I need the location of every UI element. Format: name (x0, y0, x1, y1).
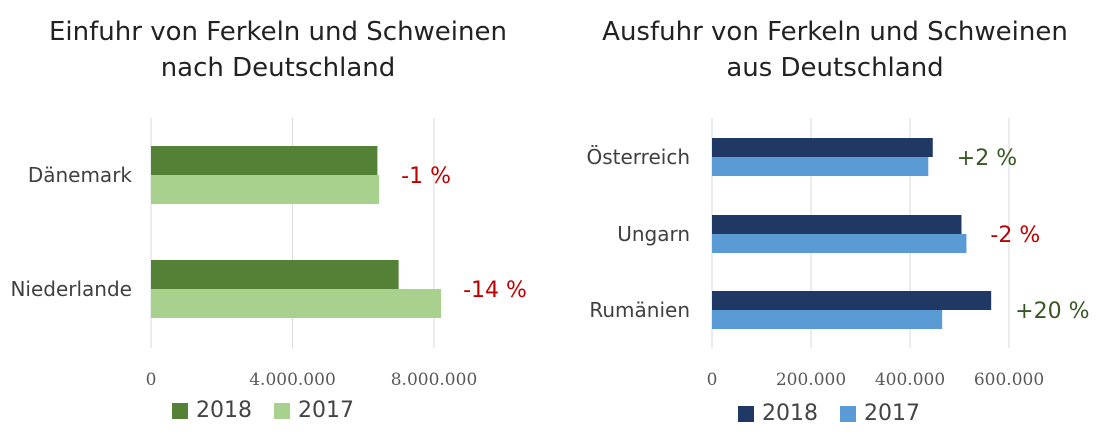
import-bar-2017 (151, 289, 442, 318)
export-chart-plot: 0 200.000 400.000 600.000 Österreich +2 % Unga… (587, 118, 1090, 390)
import-legend-label: 2017 (298, 398, 354, 423)
export-change-annotation: +20 % (1015, 299, 1089, 324)
export-bar-2018 (712, 291, 992, 310)
export-x-tick-label: 400.000 (875, 370, 945, 390)
export-category-label: Ungarn (617, 222, 690, 246)
export-x-tick-label: 200.000 (776, 370, 846, 390)
import-chart-title: Einfuhr von Ferkeln und Schweinen nach D… (0, 14, 556, 86)
import-legend-item: 2017 (274, 398, 354, 423)
export-chart-title: Ausfuhr von Ferkeln und Schweinen aus De… (557, 14, 1113, 86)
import-chart-legend: 2018 2017 (172, 398, 376, 423)
import-category-label: Niederlande (10, 277, 132, 301)
import-change-annotation: -14 % (463, 278, 527, 303)
import-chart-plot: 0 4.000.000 8.000.000 Dänemark -1 % Niederlan… (10, 118, 527, 390)
export-legend-label: 2018 (762, 401, 818, 426)
import-legend-label: 2018 (196, 398, 252, 423)
import-chart: Einfuhr von Ferkeln und Schweinen nach D… (0, 0, 556, 444)
import-chart-title-line-2: nach Deutschland (160, 53, 396, 83)
export-legend-item: 2017 (840, 401, 920, 426)
import-change-annotation: -1 % (401, 164, 451, 189)
export-legend-swatch (840, 405, 856, 422)
export-change-annotation: -2 % (990, 223, 1040, 248)
export-chart-legend: 2018 2017 (738, 401, 942, 426)
export-chart-title-line-2: aus Deutschland (726, 53, 944, 83)
export-bar-2018 (712, 138, 933, 157)
export-bar-2017 (712, 234, 967, 253)
export-bar-2017 (712, 157, 929, 176)
import-x-tick-label: 8.000.000 (391, 370, 478, 390)
export-bar-2017 (712, 310, 943, 329)
export-change-annotation: +2 % (957, 146, 1017, 171)
import-x-tick-label: 0 (146, 370, 157, 390)
import-legend-item: 2018 (172, 398, 252, 423)
export-bar-2018 (712, 215, 962, 234)
export-x-tick-label: 600.000 (974, 370, 1044, 390)
import-legend-swatch (274, 402, 290, 419)
import-chart-title-line-1: Einfuhr von Ferkeln und Schweinen (49, 17, 507, 47)
import-bar-2018 (151, 146, 378, 175)
import-legend-swatch (172, 402, 188, 419)
export-x-tick-label: 0 (707, 370, 718, 390)
export-chart-title-line-1: Ausfuhr von Ferkeln und Schweinen (602, 17, 1068, 47)
import-bar-2017 (151, 175, 380, 204)
import-bar-2018 (151, 260, 399, 289)
export-chart: Ausfuhr von Ferkeln und Schweinen aus De… (557, 0, 1113, 444)
export-legend-swatch (738, 405, 754, 422)
export-category-label: Österreich (587, 145, 691, 169)
import-x-tick-label: 4.000.000 (249, 370, 336, 390)
export-category-label: Rumänien (589, 298, 690, 322)
import-category-label: Dänemark (28, 163, 133, 187)
export-legend-item: 2018 (738, 401, 818, 426)
export-legend-label: 2017 (864, 401, 920, 426)
